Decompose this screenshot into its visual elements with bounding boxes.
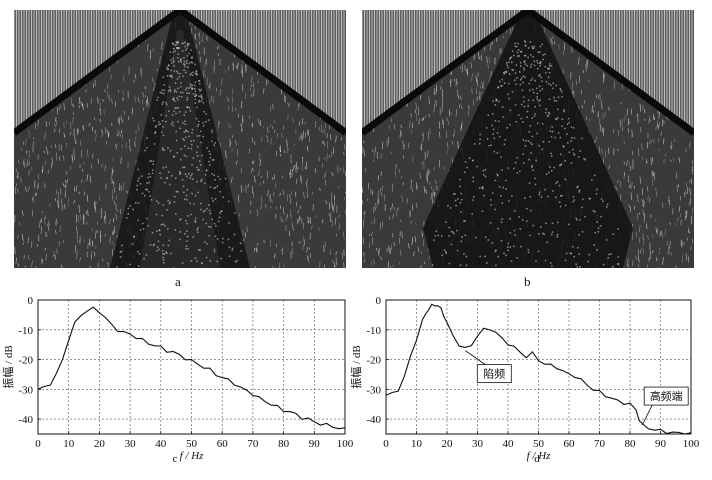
x-tick-label: 80 bbox=[278, 438, 290, 450]
x-tick-label: 40 bbox=[155, 438, 167, 450]
x-tick-label: 20 bbox=[94, 438, 106, 450]
spectrum-chart-d: 0 10 20 30 40 50 60 70 80 90 100 0 -10 -20 -30 -40 f / H… bbox=[349, 295, 700, 465]
y-axis-label: 振幅 / dB bbox=[349, 345, 363, 388]
x-tick-label: 50 bbox=[533, 438, 545, 450]
spectrum-chart-c: 0 10 20 30 40 50 60 70 80 90 100 0 -10 -20 -30 -40 f / H… bbox=[1, 295, 354, 465]
y-tick-label: -20 bbox=[366, 355, 381, 367]
x-tick-label: 100 bbox=[337, 438, 354, 450]
x-tick-label: 0 bbox=[383, 438, 389, 450]
x-tick-label: 80 bbox=[625, 438, 637, 450]
spectrum-line bbox=[385, 303, 692, 435]
x-tick-label: 60 bbox=[217, 438, 229, 450]
panel-label-d: d bbox=[534, 453, 540, 465]
x-tick-label: 40 bbox=[503, 438, 515, 450]
x-tick-label: 30 bbox=[472, 438, 484, 450]
x-tick-label: 10 bbox=[411, 438, 423, 450]
x-tick-label: 90 bbox=[655, 438, 667, 450]
x-tick-label: 60 bbox=[564, 438, 576, 450]
y-tick-label: -20 bbox=[18, 355, 33, 367]
y-tick-label: -30 bbox=[18, 384, 33, 396]
y-tick-label: -40 bbox=[366, 414, 381, 426]
seismic-panel-a bbox=[14, 10, 346, 268]
panel-label-b: b bbox=[524, 274, 531, 289]
annotation-pointer bbox=[641, 404, 653, 426]
x-tick-label: 0 bbox=[35, 438, 41, 450]
x-tick-label: 100 bbox=[683, 438, 700, 450]
panel-label-c: c bbox=[173, 453, 178, 465]
annotation-box bbox=[476, 364, 512, 384]
x-axis-label: f / Hz bbox=[180, 450, 205, 462]
x-tick-label: 70 bbox=[247, 438, 259, 450]
y-tick-label: -40 bbox=[18, 414, 33, 426]
seismic-panel-b bbox=[362, 10, 694, 268]
x-tick-label: 70 bbox=[594, 438, 606, 450]
panel-label-a: a bbox=[175, 274, 181, 289]
x-tick-label: 50 bbox=[186, 438, 198, 450]
seismic-image-a bbox=[14, 10, 346, 268]
annotation-label: 高频端 bbox=[650, 389, 683, 403]
annotation-box bbox=[643, 386, 689, 406]
x-axis-label: f / Hz bbox=[527, 450, 552, 462]
x-tick-label: 90 bbox=[309, 438, 321, 450]
seismic-image-b bbox=[362, 10, 694, 268]
y-tick-label: 0 bbox=[28, 295, 34, 307]
y-tick-label: -30 bbox=[366, 384, 381, 396]
annotation-pointer bbox=[465, 350, 486, 365]
y-axis-label: 振幅 / dB bbox=[1, 345, 15, 388]
y-tick-label: -10 bbox=[18, 325, 33, 337]
y-tick-label: 0 bbox=[376, 295, 382, 307]
x-tick-label: 10 bbox=[63, 438, 75, 450]
spectrum-line bbox=[37, 306, 346, 430]
x-tick-label: 30 bbox=[125, 438, 137, 450]
y-tick-label: -10 bbox=[366, 325, 381, 337]
annotation-label: 陷频 bbox=[483, 367, 505, 381]
x-tick-label: 20 bbox=[442, 438, 454, 450]
